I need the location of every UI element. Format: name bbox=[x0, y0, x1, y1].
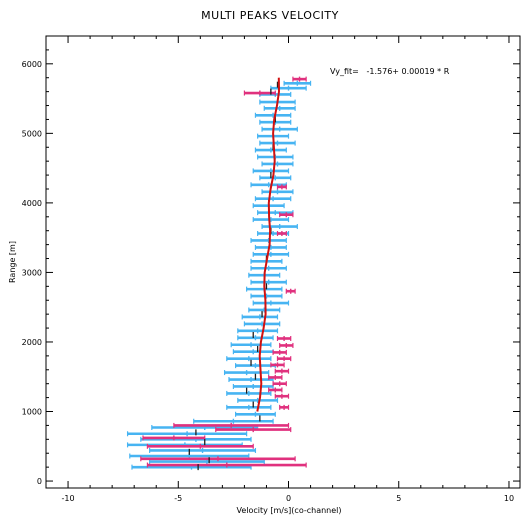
data-point bbox=[272, 374, 278, 380]
data-point bbox=[246, 356, 252, 362]
data-point bbox=[274, 362, 280, 368]
data-point bbox=[266, 279, 272, 285]
data-point bbox=[268, 300, 274, 306]
data-point bbox=[184, 431, 190, 437]
series-0 bbox=[126, 80, 312, 470]
data-point bbox=[274, 140, 280, 146]
fit-line bbox=[256, 77, 281, 412]
y-axis-label: Range [m] bbox=[8, 241, 17, 283]
x-tick-label: 10 bbox=[504, 494, 514, 503]
y-tick-label: 2000 bbox=[22, 338, 42, 347]
x-tick-label: -10 bbox=[62, 494, 75, 503]
series-1 bbox=[140, 76, 307, 468]
data-point bbox=[279, 230, 285, 236]
y-tick-label: 4000 bbox=[22, 199, 42, 208]
data-point bbox=[250, 427, 256, 433]
plot-area-frame bbox=[45, 35, 521, 489]
data-point bbox=[230, 418, 236, 424]
data-point bbox=[272, 387, 278, 393]
data-point bbox=[274, 161, 280, 167]
data-point bbox=[297, 76, 303, 82]
data-point bbox=[277, 349, 283, 355]
data-point bbox=[248, 377, 254, 383]
data-point bbox=[244, 370, 250, 376]
data-point bbox=[171, 435, 177, 441]
data-point bbox=[215, 456, 221, 462]
data-point bbox=[200, 447, 206, 453]
data-point bbox=[279, 393, 285, 399]
data-point bbox=[257, 90, 263, 96]
y-tick-label: 1000 bbox=[22, 408, 42, 417]
data-point bbox=[266, 182, 272, 188]
data-point bbox=[252, 411, 258, 417]
data-point bbox=[277, 126, 283, 132]
y-tick-label: 3000 bbox=[22, 268, 42, 277]
data-point bbox=[266, 265, 272, 271]
x-tick-label: 0 bbox=[286, 494, 291, 503]
fit-equation-annotation: Vy_fit= -1.576+ 0.00019 * R bbox=[330, 67, 450, 76]
x-tick-label: -5 bbox=[174, 494, 182, 503]
series-layer bbox=[126, 76, 312, 471]
data-point bbox=[283, 212, 289, 218]
data-point bbox=[294, 80, 300, 86]
data-point bbox=[268, 251, 274, 257]
data-point bbox=[255, 328, 261, 334]
chart-title: MULTI PEAKS VELOCITY bbox=[201, 9, 339, 22]
data-point bbox=[281, 404, 287, 410]
data-point bbox=[252, 363, 258, 369]
fit-line-layer bbox=[256, 77, 281, 412]
data-point bbox=[250, 383, 256, 389]
axis-layer: -10 -5 0 5 10 0 1000 2000 3000 4000 5000 6000 bbox=[22, 35, 520, 503]
data-point bbox=[286, 85, 292, 91]
x-axis-label: Velocity [m/s](co-channel) bbox=[236, 506, 341, 515]
y-tick-label: 5000 bbox=[22, 129, 42, 138]
x-tick-label: 5 bbox=[396, 494, 401, 503]
data-point bbox=[288, 288, 294, 294]
y-tick-label: 6000 bbox=[22, 60, 42, 69]
data-point bbox=[281, 335, 287, 341]
data-point bbox=[277, 105, 283, 111]
data-point bbox=[279, 368, 285, 374]
data-point bbox=[274, 189, 280, 195]
data-point bbox=[272, 210, 278, 216]
data-point bbox=[283, 342, 289, 348]
data-point bbox=[277, 224, 283, 230]
data-point bbox=[248, 342, 254, 348]
data-point bbox=[197, 443, 203, 449]
data-point bbox=[281, 356, 287, 362]
data-point bbox=[279, 184, 285, 190]
data-point bbox=[277, 381, 283, 387]
data-point bbox=[224, 462, 230, 468]
data-point bbox=[246, 404, 252, 410]
y-tick-label: 0 bbox=[37, 477, 42, 486]
data-point bbox=[228, 422, 234, 428]
data-point bbox=[250, 349, 256, 355]
data-point bbox=[270, 196, 276, 202]
